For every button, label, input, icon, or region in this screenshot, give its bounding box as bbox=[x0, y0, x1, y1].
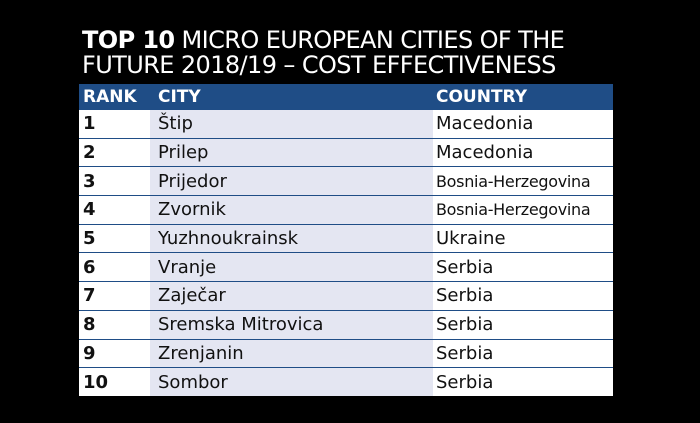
rank-cell: 1 bbox=[79, 109, 150, 139]
rank-cell: 10 bbox=[79, 367, 150, 396]
city-cell: Zaječar bbox=[150, 281, 433, 311]
table-row: 10 Sombor Serbia bbox=[79, 367, 613, 396]
table-row: 1 Štip Macedonia bbox=[79, 109, 613, 139]
country-cell: Ukraine bbox=[433, 223, 613, 253]
ranking-table: RANK CITY COUNTRY 1 Štip Macedonia 2 Prilep M… bbox=[79, 84, 613, 396]
rank-cell: 7 bbox=[79, 281, 150, 311]
table-row: 3 Prijedor Bosnia-Herzegovina bbox=[79, 166, 613, 196]
rank-cell: 9 bbox=[79, 338, 150, 368]
country-cell: Serbia bbox=[433, 252, 613, 282]
rank-cell: 8 bbox=[79, 309, 150, 339]
table-row: 9 Zrenjanin Serbia bbox=[79, 338, 613, 368]
table-row: 6 Vranje Serbia bbox=[79, 252, 613, 282]
rank-cell: 6 bbox=[79, 252, 150, 282]
table-row: 5 Yuzhnoukrainsk Ukraine bbox=[79, 223, 613, 253]
country-cell: Serbia bbox=[433, 338, 613, 368]
city-cell: Sombor bbox=[150, 367, 433, 396]
table-row: 8 Sremska Mitrovica Serbia bbox=[79, 309, 613, 339]
country-cell: Serbia bbox=[433, 367, 613, 396]
city-cell: Sremska Mitrovica bbox=[150, 309, 433, 339]
header-city: CITY bbox=[150, 84, 433, 110]
country-cell: Serbia bbox=[433, 281, 613, 311]
country-cell: Bosnia-Herzegovina bbox=[433, 166, 613, 196]
city-cell: Štip bbox=[150, 109, 433, 139]
table-row: 2 Prilep Macedonia bbox=[79, 137, 613, 167]
country-cell: Serbia bbox=[433, 309, 613, 339]
city-cell: Prijedor bbox=[150, 166, 433, 196]
header-rank: RANK bbox=[79, 84, 150, 110]
title-line2: FUTURE 2018/19 – COST EFFECTIVENESS bbox=[82, 51, 556, 79]
title-line1: MICRO EUROPEAN CITIES OF THE bbox=[174, 26, 565, 54]
rank-cell: 5 bbox=[79, 223, 150, 253]
rank-cell: 4 bbox=[79, 195, 150, 225]
country-cell: Bosnia-Herzegovina bbox=[433, 195, 613, 225]
title-bold: TOP 10 bbox=[82, 26, 175, 54]
city-cell: Yuzhnoukrainsk bbox=[150, 223, 433, 253]
city-cell: Prilep bbox=[150, 137, 433, 167]
table-row: 4 Zvornik Bosnia-Herzegovina bbox=[79, 195, 613, 225]
country-cell: Macedonia bbox=[433, 109, 613, 139]
rank-cell: 3 bbox=[79, 166, 150, 196]
city-cell: Zvornik bbox=[150, 195, 433, 225]
city-cell: Vranje bbox=[150, 252, 433, 282]
country-cell: Macedonia bbox=[433, 137, 613, 167]
header-row: RANK CITY COUNTRY bbox=[79, 84, 613, 110]
rank-cell: 2 bbox=[79, 137, 150, 167]
city-cell: Zrenjanin bbox=[150, 338, 433, 368]
table-row: 7 Zaječar Serbia bbox=[79, 281, 613, 311]
table-title: TOP 10 MICRO EUROPEAN CITIES OF THE FUTUR… bbox=[82, 26, 565, 79]
header-country: COUNTRY bbox=[433, 84, 613, 110]
